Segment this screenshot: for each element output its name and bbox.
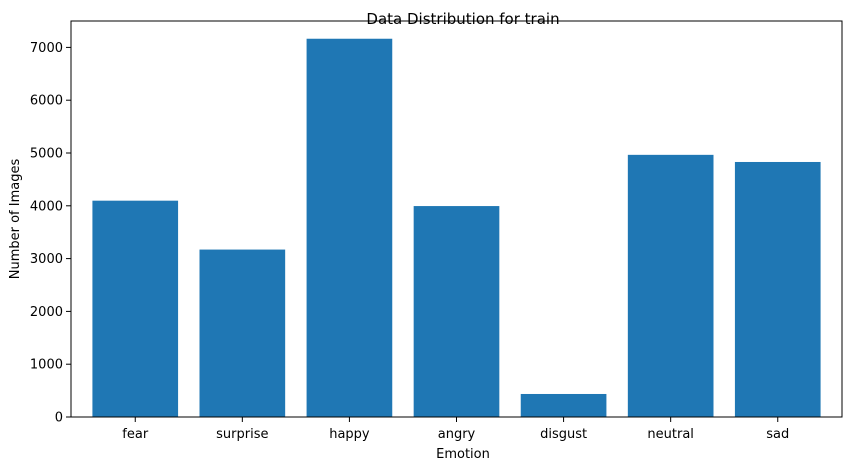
x-tick-label-surprise: surprise [216, 427, 268, 442]
bar-angry [413, 206, 500, 417]
y-tick-label: 0 [55, 411, 63, 426]
x-axis-ticks: fear surprise happy angry disgust neutral sad [122, 417, 789, 442]
x-tick-label-fear: fear [122, 427, 149, 442]
bar-neutral [627, 154, 714, 417]
y-tick-label: 1000 [30, 358, 63, 373]
plot-frame [70, 20, 843, 418]
bars [92, 38, 821, 418]
y-axis-ticks: 0 1000 2000 3000 4000 5000 6000 7000 [30, 41, 71, 426]
y-tick-label: 2000 [30, 305, 63, 320]
y-tick-label: 6000 [30, 94, 63, 109]
y-tick-label: 4000 [30, 199, 63, 214]
y-tick-label: 3000 [30, 252, 63, 267]
x-tick-label-happy: happy [329, 427, 370, 442]
x-tick-label-sad: sad [766, 427, 789, 442]
x-tick-label-angry: angry [438, 427, 476, 442]
bar-happy [306, 38, 393, 418]
y-tick-label: 7000 [30, 41, 63, 56]
bar-disgust [520, 393, 607, 417]
bar-surprise [199, 249, 286, 417]
x-axis-label: Emotion [436, 447, 490, 462]
x-tick-label-neutral: neutral [647, 427, 694, 442]
y-axis-label: Number of Images [8, 159, 23, 280]
y-tick-label: 5000 [30, 147, 63, 162]
bar-sad [734, 161, 821, 417]
chart-title: Data Distribution for train [366, 10, 559, 28]
bar-fear [92, 200, 179, 417]
x-tick-label-disgust: disgust [540, 427, 587, 442]
